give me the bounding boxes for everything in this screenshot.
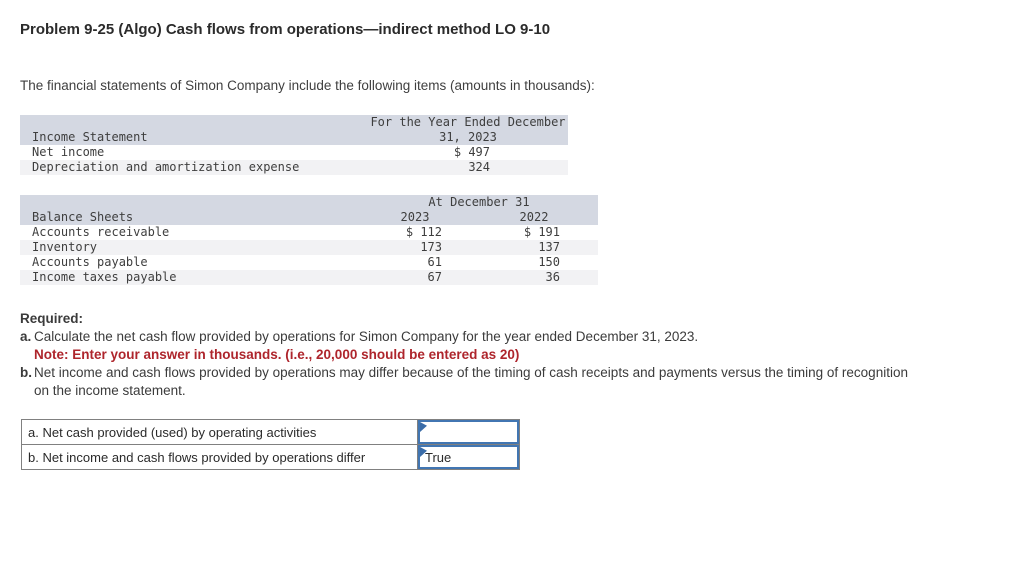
income-statement-table: Income Statement For the Year Ended Dece… [20,115,568,175]
answer-select-b[interactable]: True [418,445,519,469]
item-a-prefix: a. [20,329,32,344]
page-title: Problem 9-25 (Algo) Cash flows from oper… [20,21,551,38]
row-value-2023: 67 [360,270,470,285]
table-row: Accounts receivable $ 112 $ 191 [20,225,598,240]
table-row: Inventory 173 137 [20,240,598,255]
balance-sheet-header-row-1: At December 31 [20,195,598,210]
answer-a-cell [417,419,520,445]
input-marker-icon [420,422,427,432]
input-marker-icon [420,447,427,457]
answer-input-a[interactable] [418,420,519,444]
year-2023-header: 2023 [360,210,470,225]
assignment-page: Problem 9-25 (Algo) Cash flows from oper… [20,21,924,470]
table-row: Net income $ 497 [20,145,568,160]
at-december-31-header: At December 31 [360,195,598,210]
answer-select-b-value: True [425,449,452,465]
required-section: Required: a. Calculate the net cash flow… [20,310,924,400]
note-text: Note: Enter your answer in thousands. (i… [34,347,520,362]
row-label: Inventory [20,240,360,255]
required-item-b: b. Net income and cash flows provided by… [20,364,924,400]
row-value-2022: 137 [470,240,598,255]
row-value-2022: 150 [538,255,560,269]
table-row: Depreciation and amortization expense 32… [20,160,568,175]
balance-sheet-table: At December 31 Balance Sheets 2023 2022 … [20,195,598,285]
period-header: For the Year Ended December 31, 2023 [368,115,568,145]
answer-row-b: b. Net income and cash flows provided by… [21,444,520,470]
row-value-2023: $ 112 [405,225,442,239]
income-statement-header-label: Income Statement [20,115,368,145]
row-label: Net income [32,145,105,159]
answer-row-a: a. Net cash provided (used) by operating… [21,419,520,445]
row-value-2022: $ 191 [523,225,560,239]
balance-sheet-header-row-2: Balance Sheets 2023 2022 [20,210,598,225]
answers-table: a. Net cash provided (used) by operating… [21,419,520,470]
answer-row-b-label: b. Net income and cash flows provided by… [21,444,418,470]
answer-b-cell: True [417,444,520,470]
header-spacer [20,195,360,210]
item-b-text: Net income and cash flows provided by op… [34,365,908,398]
item-a-text: Calculate the net cash flow provided by … [34,329,699,344]
item-b-prefix: b. [20,365,32,380]
income-statement-header-row: Income Statement For the Year Ended Dece… [20,115,568,145]
row-value-2023: 61 [427,255,442,269]
table-row: Accounts payable 61 150 [20,255,598,270]
required-item-a: a. Calculate the net cash flow provided … [20,328,924,346]
row-label: Accounts payable [32,255,148,269]
year-2022-header: 2022 [470,210,598,225]
balance-sheets-header-label: Balance Sheets [20,210,360,225]
row-label: Depreciation and amortization expense [20,160,368,175]
row-value: 324 [368,160,568,175]
intro-text: The financial statements of Simon Compan… [20,78,595,93]
row-label: Accounts receivable [32,225,170,239]
row-label: Income taxes payable [20,270,360,285]
required-heading: Required: [20,311,84,326]
table-row: Income taxes payable 67 36 [20,270,598,285]
row-value-2022: 36 [470,270,598,285]
row-value: $ 497 [453,145,490,159]
answer-row-a-label: a. Net cash provided (used) by operating… [21,419,418,445]
row-value-2023: 173 [360,240,470,255]
